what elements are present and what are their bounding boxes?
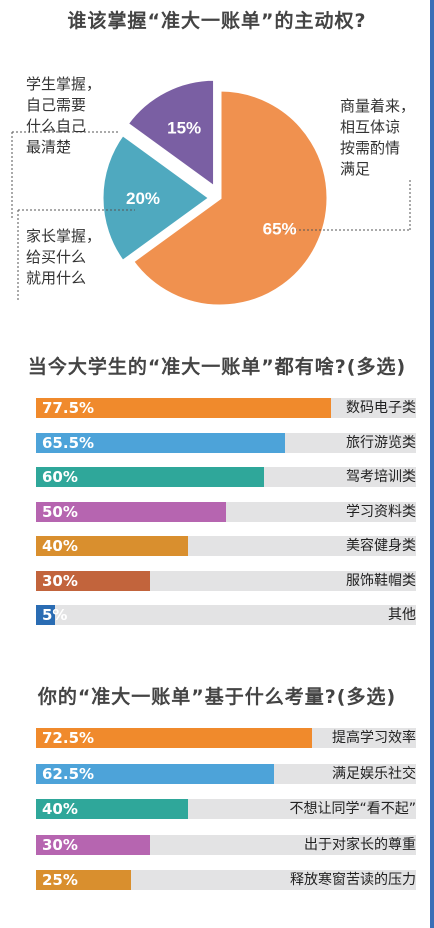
leader-student [11, 131, 120, 218]
pie-annotation-parent: 家长掌握， 给买什么 就用什么 [26, 226, 101, 289]
bar-row: 77.5% 数码电子类 [36, 398, 416, 418]
bar [36, 605, 55, 625]
bar-row: 72.5% 提高学习效率 [36, 728, 416, 748]
pie-chart: 65% 20% 15% [11, 77, 411, 308]
bar-category-label: 满足娱乐社交 [332, 765, 416, 782]
pie-value-parent: 20% [126, 189, 160, 208]
bar-row: 65.5% 旅行游览类 [36, 432, 416, 453]
bar-category-label: 学习资料类 [346, 503, 416, 520]
bar-value-label: 30% [42, 835, 78, 854]
bar-category-label: 不想让同学“看不起” [289, 801, 416, 817]
bar-row: 30% 服饰鞋帽类 [36, 570, 416, 591]
annotation-line: 自己需要 [26, 96, 87, 114]
bar [36, 763, 274, 784]
bar-value-label: 60% [42, 468, 78, 486]
bar-category-label: 驾考培训类 [346, 469, 416, 485]
pie-value-negotiate: 65% [263, 219, 297, 238]
bar-value-label: 25% [42, 871, 78, 889]
bar-value-label: 30% [42, 571, 78, 590]
leader-parent [17, 209, 135, 300]
pie-value-student: 15% [167, 119, 201, 138]
bar-row: 40% 美容健身类 [36, 536, 416, 556]
bar [36, 536, 188, 556]
bar-row: 50% 学习资料类 [36, 501, 416, 522]
bar-track [36, 870, 416, 890]
bar-value-label: 40% [42, 537, 78, 555]
bar-chart-considerations: 72.5% 提高学习效率 62.5% 满足娱乐社交 40% 不想让同学“看不起” 30% 出于… [36, 728, 416, 898]
bar-value-label: 72.5% [42, 729, 95, 747]
pie-chart-title: 谁该掌握“准大一账单”的主动权? [67, 10, 367, 32]
pie-annotation-student: 学生掌握， 自己需要 什么自己 最清楚 [26, 74, 101, 158]
annotation-line: 就用什么 [26, 269, 87, 287]
bar-category-label: 释放寒窗苦读的压力 [290, 872, 416, 888]
bar [36, 834, 150, 855]
annotation-line: 家长掌握， [26, 227, 102, 245]
bar-row: 5% 其他 [36, 605, 416, 625]
bar [36, 467, 264, 487]
pie-annotation-negotiate: 商量着来， 相互体谅 按需酌情 满足 [340, 96, 415, 180]
bar [36, 799, 188, 819]
bar [36, 398, 331, 418]
annotation-line: 学生掌握， [26, 75, 102, 93]
bar-category-label: 其他 [388, 607, 416, 623]
pie-slice-student [125, 77, 217, 191]
bar-value-label: 62.5% [42, 764, 95, 783]
bar-track [36, 605, 416, 625]
bar-category-label: 数码电子类 [346, 400, 416, 416]
annotation-line: 什么自己 [26, 117, 87, 135]
bar-category-label: 服饰鞋帽类 [346, 572, 416, 589]
bar [36, 501, 226, 522]
bar-row: 25% 释放寒窗苦读的压力 [36, 870, 416, 890]
bar-row: 60% 驾考培训类 [36, 467, 416, 487]
bar-category-label: 旅行游览类 [346, 434, 416, 451]
bar-chart-items: 77.5% 数码电子类 65.5% 旅行游览类 60% 驾考培训类 50% 学习资料类 40% 美… [36, 398, 416, 638]
bar-category-label: 出于对家长的尊重 [304, 836, 416, 853]
bar-row: 40% 不想让同学“看不起” [36, 799, 416, 819]
bar-row: 62.5% 满足娱乐社交 [36, 763, 416, 784]
bar-chart-1-title: 当今大学生的“准大一账单”都有啥?(多选) [27, 356, 407, 378]
bar-chart-2-title: 你的“准大一账单”基于什么考量?(多选) [37, 686, 397, 708]
annotation-line: 按需酌情 [340, 139, 401, 157]
annotation-line: 给买什么 [26, 248, 87, 266]
bar-value-label: 77.5% [42, 399, 95, 417]
bar-category-label: 美容健身类 [346, 538, 416, 554]
annotation-line: 商量着来， [340, 97, 416, 115]
bar [36, 432, 285, 453]
annotation-line: 最清楚 [26, 138, 72, 156]
bar-category-label: 提高学习效率 [332, 730, 416, 746]
pie-slice-parent [100, 132, 213, 264]
bar-value-label: 40% [42, 800, 78, 818]
annotation-line: 相互体谅 [340, 118, 401, 136]
bar [36, 570, 150, 591]
leader-negotiate [275, 180, 411, 231]
side-accent-stripe [430, 0, 434, 928]
bar-value-label: 5% [42, 606, 68, 624]
pie-slice-negotiate [130, 88, 330, 308]
bar-value-label: 65.5% [42, 433, 95, 452]
bar [36, 870, 131, 890]
bar [36, 728, 312, 748]
bar-row: 30% 出于对家长的尊重 [36, 834, 416, 855]
annotation-line: 满足 [340, 160, 371, 178]
bar-value-label: 50% [42, 502, 78, 521]
